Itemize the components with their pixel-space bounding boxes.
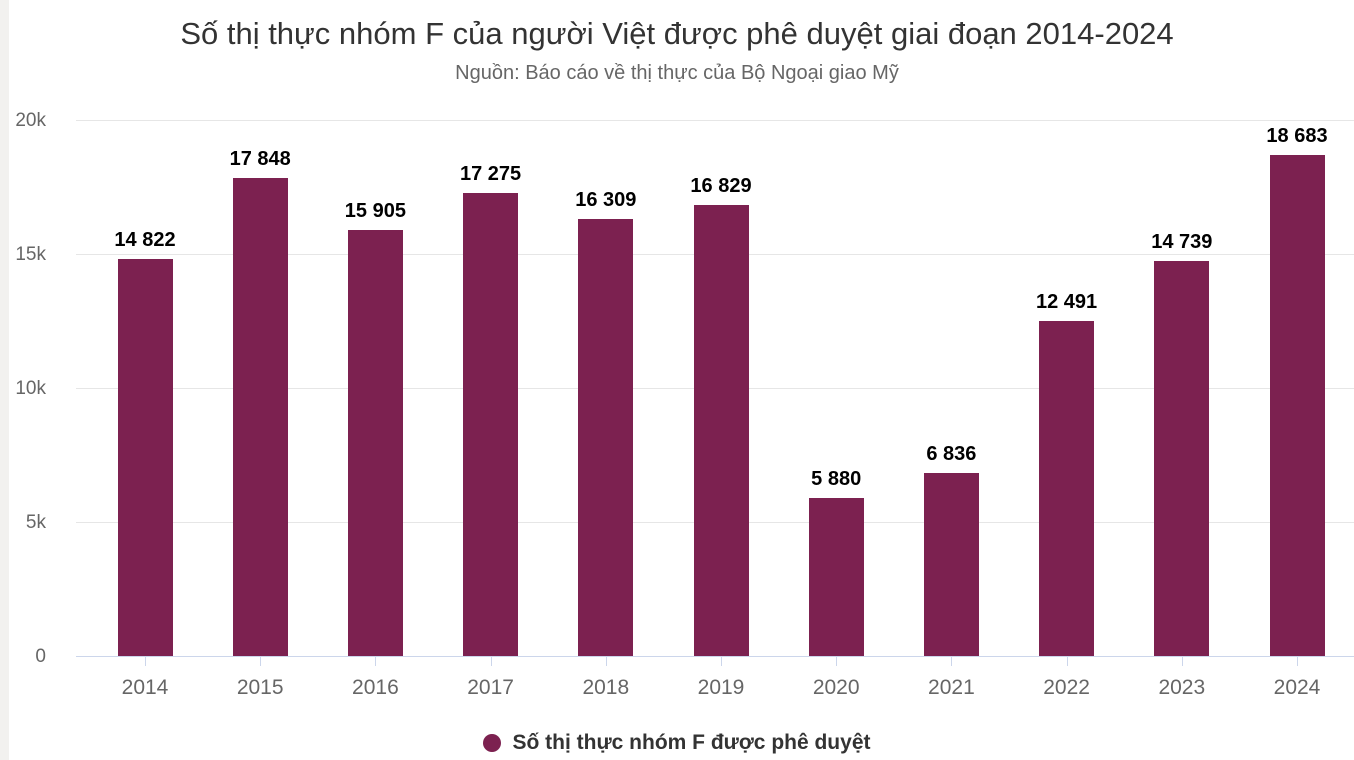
y-axis-label: 10k [15, 378, 46, 399]
legend-label: Số thị thực nhóm F được phê duyệt [512, 731, 871, 754]
x-axis-label: 2014 [121, 676, 169, 699]
chart-subtitle: Nguồn: Báo cáo về thị thực của Bộ Ngoại … [455, 62, 899, 84]
x-axis-tick [491, 656, 492, 666]
x-axis-tick [260, 656, 261, 666]
bar[interactable] [578, 219, 633, 656]
x-axis-label: 2019 [697, 676, 745, 699]
bar[interactable] [118, 259, 173, 656]
y-axis-label: 0 [35, 646, 46, 667]
x-axis-tick [721, 656, 722, 666]
bar-value-label: 16 829 [690, 175, 752, 197]
bar-value-label: 5 880 [811, 468, 862, 490]
gridline [76, 120, 1354, 121]
y-axis-label: 20k [15, 110, 46, 131]
y-axis-label: 15k [15, 244, 46, 265]
x-axis-tick [1182, 656, 1183, 666]
y-axis-label: 5k [25, 512, 46, 533]
bar[interactable] [463, 193, 518, 656]
x-axis-label: 2015 [236, 676, 284, 699]
page-background-strip [0, 0, 9, 760]
bar-value-label: 16 309 [575, 189, 637, 211]
bar-value-label: 14 739 [1151, 231, 1213, 253]
x-axis-label: 2022 [1043, 676, 1090, 699]
bar[interactable] [1270, 155, 1325, 656]
bar-value-label: 6 836 [926, 443, 977, 465]
bar-value-label: 17 848 [229, 148, 291, 170]
x-axis-label: 2020 [812, 676, 860, 699]
bar[interactable] [809, 498, 864, 656]
bar-value-label: 17 275 [460, 163, 522, 185]
x-axis-label: 2024 [1273, 676, 1321, 699]
x-axis-label: 2023 [1158, 676, 1206, 699]
x-axis-label: 2018 [582, 676, 630, 699]
x-axis-tick [836, 656, 837, 666]
x-axis-tick [145, 656, 146, 666]
x-axis-tick [951, 656, 952, 666]
bar[interactable] [924, 473, 979, 656]
x-axis-line [76, 656, 1354, 657]
bar-value-label: 15 905 [344, 200, 406, 222]
bar-value-label: 14 822 [114, 229, 176, 251]
legend-item[interactable]: Số thị thực nhóm F được phê duyệt [0, 731, 1354, 755]
x-axis-tick [1297, 656, 1298, 666]
x-axis-label: 2021 [928, 676, 975, 699]
x-axis-tick [606, 656, 607, 666]
bar[interactable] [1154, 261, 1209, 656]
x-axis-tick [375, 656, 376, 666]
x-axis-label: 2017 [467, 676, 514, 699]
chart-title: Số thị thực nhóm F của người Việt được p… [180, 16, 1174, 51]
bar[interactable] [1039, 321, 1094, 656]
x-axis-label: 2016 [352, 676, 399, 699]
bar-value-label: 18 683 [1266, 125, 1328, 147]
bar-value-label: 12 491 [1036, 291, 1098, 313]
legend-marker-icon [483, 734, 502, 752]
bar[interactable] [233, 178, 288, 656]
x-axis-tick [1067, 656, 1068, 666]
bar[interactable] [694, 205, 749, 656]
bar[interactable] [348, 230, 403, 656]
